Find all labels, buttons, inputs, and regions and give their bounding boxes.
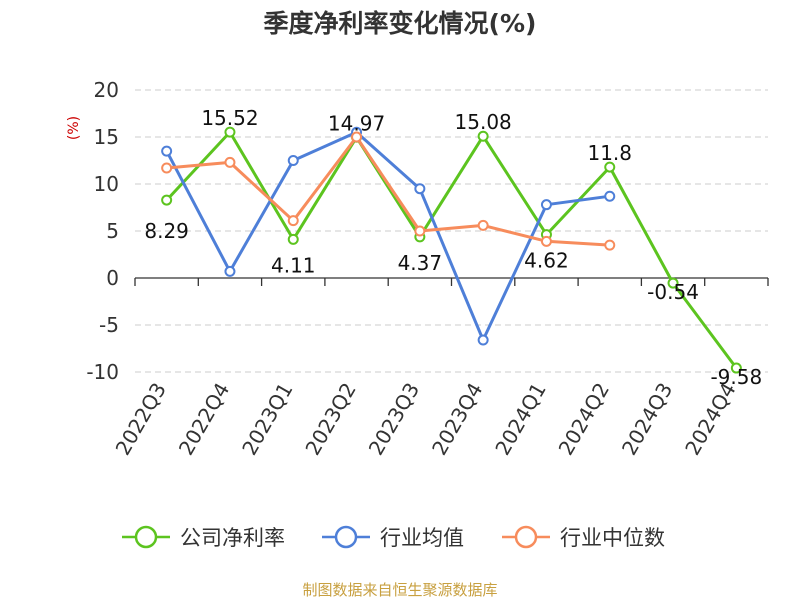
x-tick-label: 2024Q4 [680, 379, 740, 460]
x-tick-label: 2023Q4 [427, 379, 487, 460]
series-line-0 [167, 132, 737, 368]
data-label: 15.52 [201, 106, 258, 130]
legend-item-0[interactable]: 公司净利率 [122, 526, 285, 550]
y-tick-label: 15 [94, 125, 119, 149]
y-tick-label: -10 [86, 360, 119, 384]
data-point[interactable] [415, 227, 424, 236]
data-label: 4.11 [271, 253, 316, 277]
legend-marker-icon [336, 527, 356, 547]
data-label: 8.29 [144, 219, 189, 243]
y-tick-label: 20 [94, 78, 119, 102]
data-label: -0.54 [647, 280, 699, 304]
data-point[interactable] [162, 196, 171, 205]
data-point[interactable] [479, 221, 488, 230]
data-point[interactable] [415, 184, 424, 193]
x-tick-label: 2023Q2 [300, 379, 360, 460]
data-point[interactable] [542, 200, 551, 209]
chart-title: 季度净利率变化情况(%) [264, 9, 537, 38]
data-label: 4.37 [398, 251, 443, 275]
x-tick-label: 2024Q3 [617, 379, 677, 460]
data-point[interactable] [289, 216, 298, 225]
y-axis-label: (%) [66, 116, 82, 140]
data-point[interactable] [289, 156, 298, 165]
legend-item-1[interactable]: 行业均值 [322, 526, 464, 550]
x-tick-label: 2022Q3 [111, 379, 171, 460]
data-point[interactable] [605, 241, 614, 250]
y-tick-label: 5 [106, 219, 119, 243]
legend[interactable]: 公司净利率 行业均值 行业中位数 [122, 526, 665, 550]
y-tick-label: -5 [99, 313, 119, 337]
data-point[interactable] [225, 158, 234, 167]
x-tick-label: 2023Q1 [237, 379, 297, 460]
data-point[interactable] [162, 147, 171, 156]
y-tick-label: 10 [94, 172, 119, 196]
x-tick-label: 2024Q1 [490, 379, 550, 460]
data-point[interactable] [479, 336, 488, 345]
x-tick-label: 2022Q4 [174, 379, 234, 460]
data-point[interactable] [289, 235, 298, 244]
data-point[interactable] [225, 267, 234, 276]
y-tick-label: 0 [106, 266, 119, 290]
x-tick-label: 2024Q2 [554, 379, 614, 460]
data-label: 14.97 [328, 111, 385, 135]
data-label: 11.8 [587, 141, 632, 165]
legend-label: 行业均值 [380, 526, 464, 550]
data-label: -9.58 [710, 365, 762, 389]
legend-label: 行业中位数 [560, 526, 665, 550]
data-labels: 8.29 15.52 4.11 14.97 4.37 15.08 4.62 11.8 -0.54… [144, 106, 762, 389]
legend-item-2[interactable]: 行业中位数 [502, 526, 665, 550]
data-label: 15.08 [455, 110, 512, 134]
legend-marker-icon [516, 527, 536, 547]
data-point[interactable] [605, 192, 614, 201]
data-point[interactable] [542, 237, 551, 246]
series-lines [162, 128, 741, 373]
source-note: 制图数据来自恒生聚源数据库 [302, 581, 497, 599]
data-point[interactable] [162, 164, 171, 173]
legend-label: 公司净利率 [180, 526, 285, 550]
x-tick-label: 2023Q3 [364, 379, 424, 460]
data-label: 4.62 [524, 249, 569, 273]
legend-marker-icon [136, 527, 156, 547]
